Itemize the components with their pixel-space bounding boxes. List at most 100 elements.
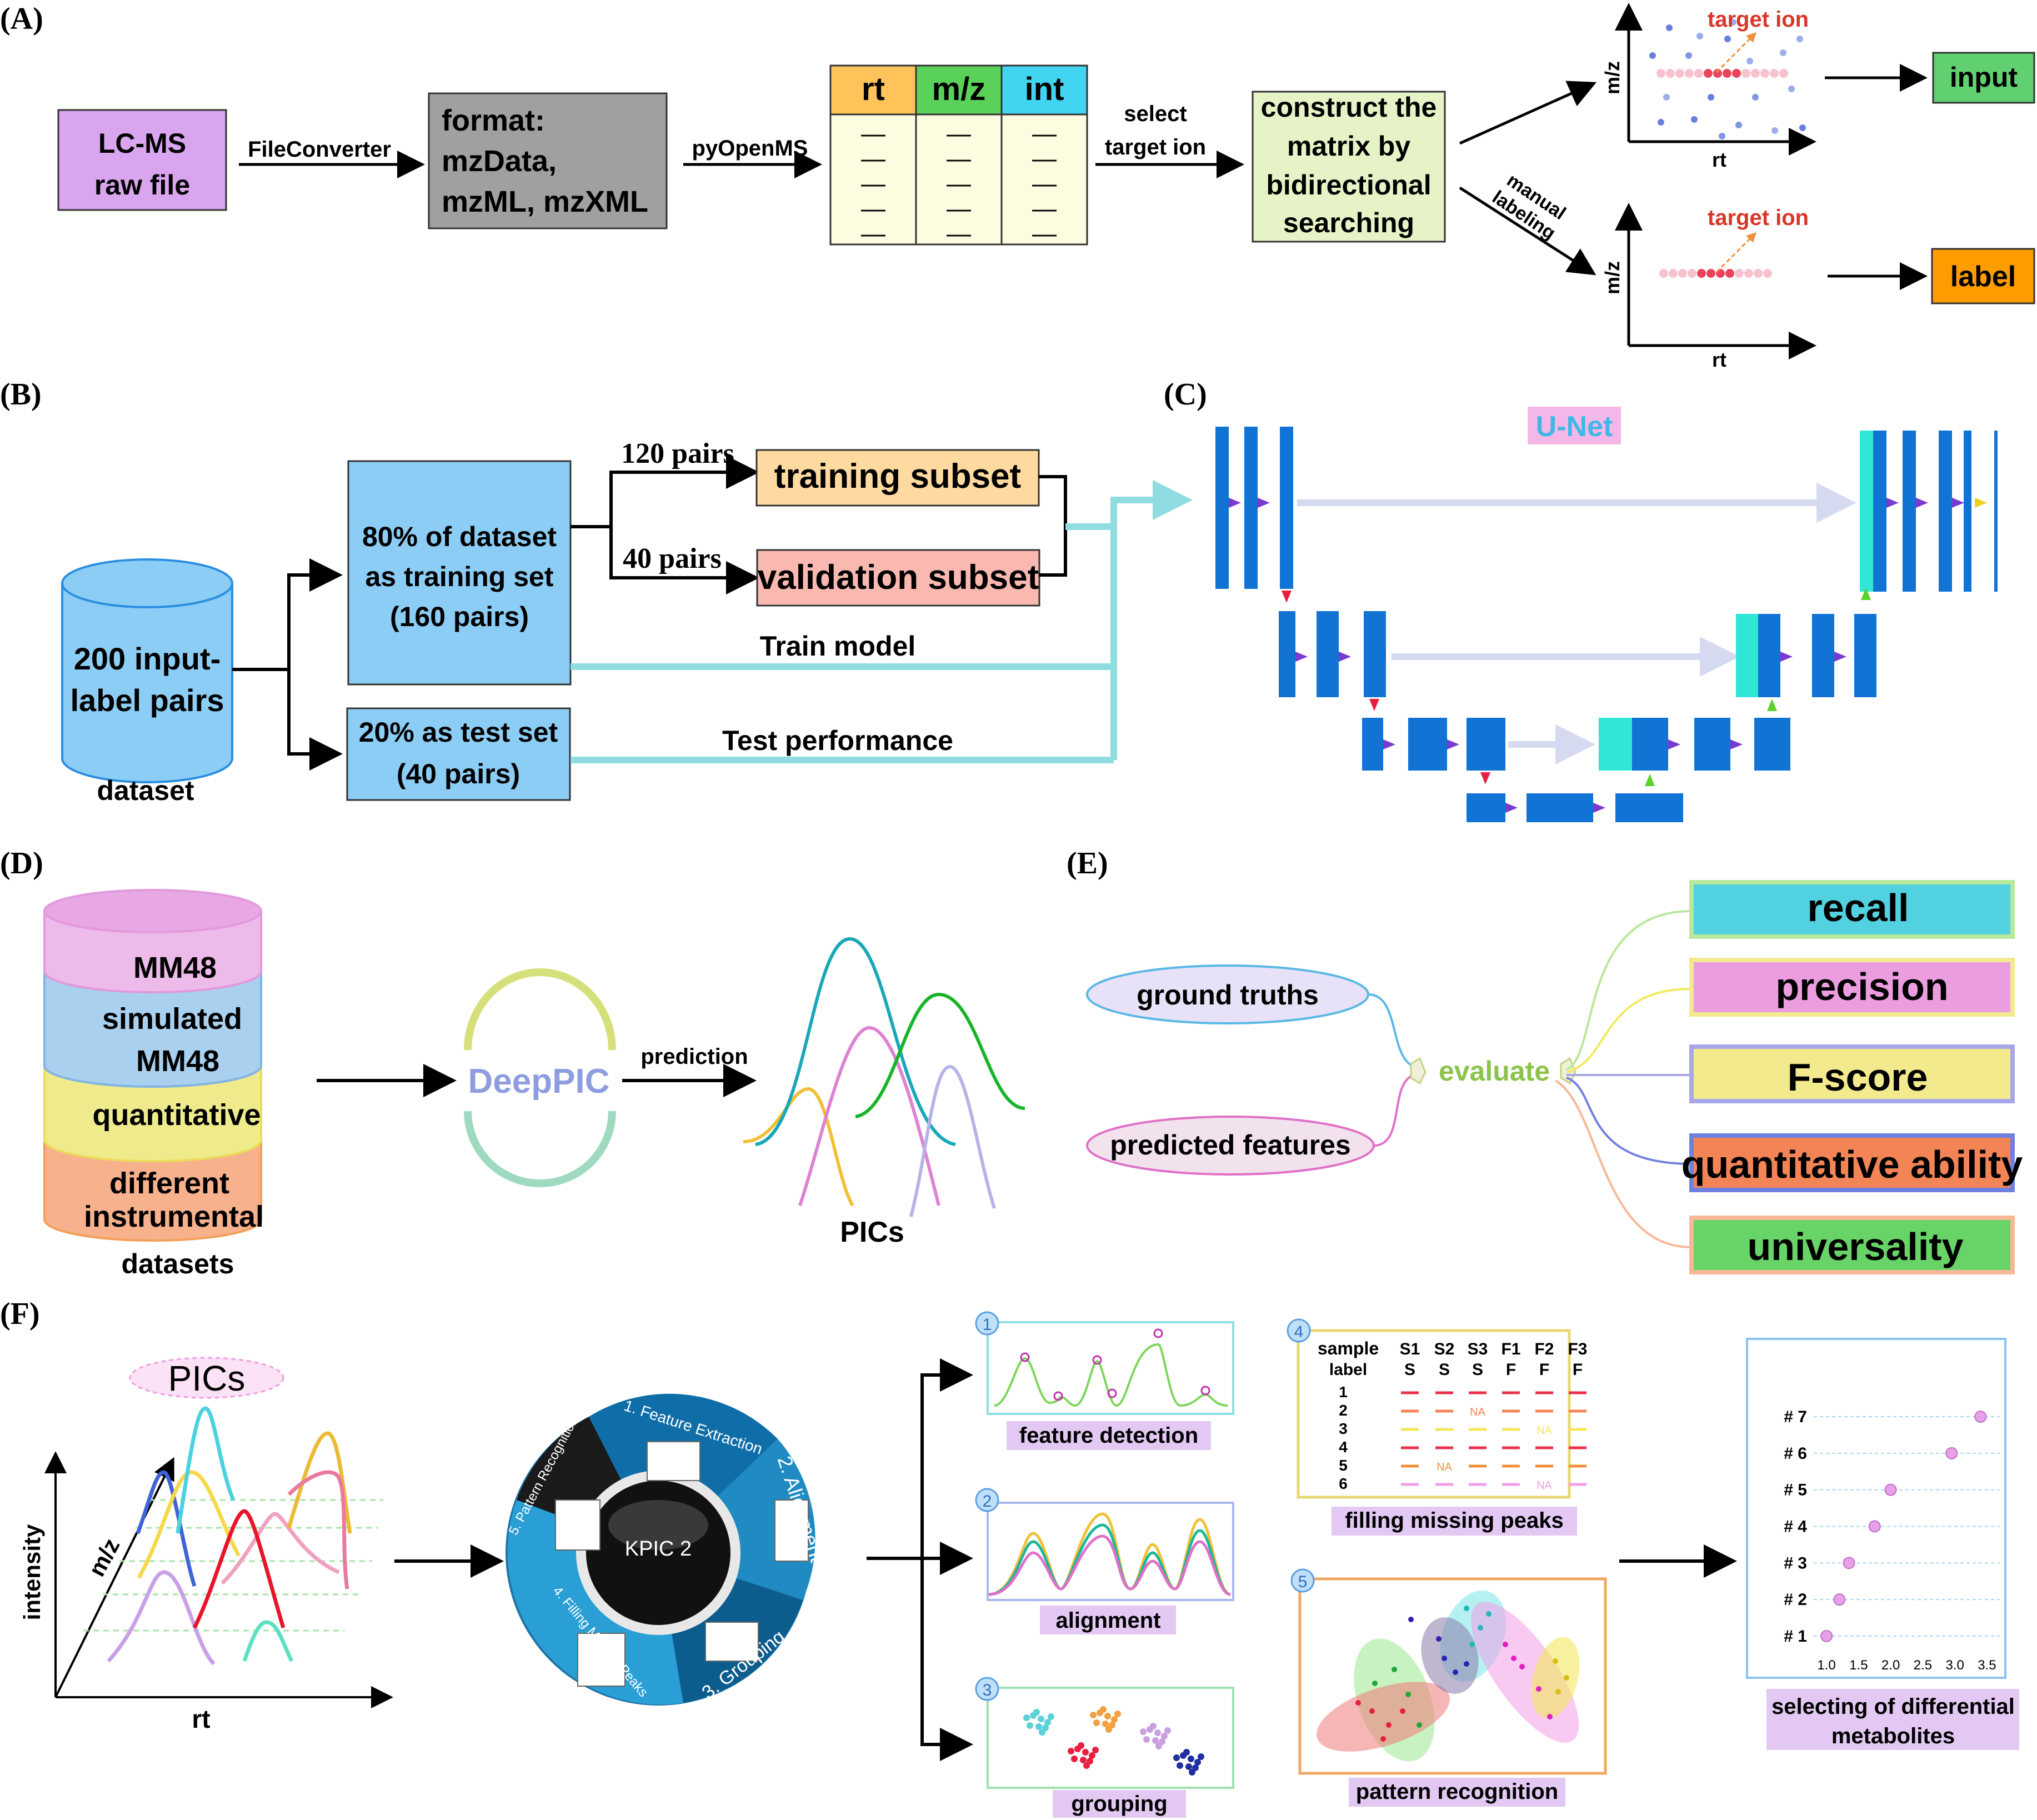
split-arrow-test bbox=[287, 669, 343, 771]
unet-up-arrow bbox=[1645, 774, 1655, 786]
step-number-3: 3 bbox=[983, 1681, 992, 1699]
cluster-dot bbox=[1082, 1749, 1089, 1756]
arrow-to-input-plot bbox=[1459, 81, 1597, 145]
label-box bbox=[1931, 248, 2035, 304]
chart-point bbox=[1884, 1483, 1897, 1496]
table-dash: — bbox=[1032, 220, 1057, 247]
pairs-40: 40 pairs bbox=[623, 543, 722, 574]
test-performance-label: Test performance bbox=[722, 725, 953, 756]
table-header-cell: sample bbox=[1318, 1338, 1379, 1358]
chart-tick-label: 3.5 bbox=[1978, 1658, 1996, 1673]
table-header-cell: F2 bbox=[1534, 1340, 1554, 1358]
chart-category-label: # 5 bbox=[1784, 1481, 1807, 1499]
validation-subset-box bbox=[756, 549, 1040, 607]
unet-conv-arrow bbox=[1730, 739, 1743, 749]
metric-recall: recall bbox=[1808, 886, 1909, 929]
unet-conv-arrow bbox=[1229, 498, 1241, 508]
unet-block bbox=[1903, 431, 1916, 592]
pca-dot bbox=[1564, 1675, 1569, 1681]
test-set-line2: (40 pairs) bbox=[397, 758, 520, 789]
unet-block bbox=[1280, 427, 1293, 589]
cluster-dot bbox=[1100, 1706, 1107, 1713]
table-dash: — bbox=[861, 195, 885, 222]
target-row-dot bbox=[1723, 69, 1731, 78]
target-row-dot bbox=[1704, 69, 1713, 78]
target-row-dot bbox=[1741, 69, 1750, 78]
unet-block bbox=[1244, 427, 1258, 589]
cluster-dot bbox=[1183, 1749, 1190, 1756]
pics-curves bbox=[743, 937, 1025, 1217]
table-header-cell: S bbox=[1404, 1361, 1415, 1379]
unet-architecture bbox=[1215, 427, 1998, 822]
unet-conv-arrow bbox=[1258, 498, 1270, 508]
table-header-cell: S bbox=[1472, 1361, 1483, 1379]
unet-conv-arrow bbox=[1593, 803, 1605, 813]
format-line2: mzData, bbox=[442, 144, 557, 178]
raw-file-line1: LC-MS bbox=[98, 128, 186, 159]
unet-block bbox=[1736, 614, 1758, 697]
unet-block bbox=[1812, 614, 1834, 697]
arrow-to-label-plot bbox=[1459, 186, 1596, 276]
ground-truths-text: ground truths bbox=[1137, 979, 1319, 1011]
metric-universality: universality bbox=[1747, 1225, 1963, 1268]
target-ion-label: target ion bbox=[1708, 206, 1809, 230]
label-row-dot bbox=[1659, 269, 1668, 278]
panel-label-f: (F) bbox=[0, 1297, 40, 1331]
pca-dot bbox=[1511, 1656, 1517, 1661]
pca-dot bbox=[1553, 1658, 1558, 1664]
pca-ellipses bbox=[1317, 1590, 1580, 1762]
step-badge-3 bbox=[975, 1677, 999, 1701]
pca-dot bbox=[1464, 1661, 1469, 1667]
unet-block bbox=[1615, 793, 1683, 822]
step-number-1: 1 bbox=[983, 1316, 992, 1334]
table-dash: — bbox=[861, 220, 885, 247]
input-plot-ylabel: m/z bbox=[1601, 61, 1624, 94]
col-rt: rt bbox=[862, 71, 885, 107]
subset-bracket bbox=[1039, 475, 1067, 577]
unet-title: U-Net bbox=[1536, 411, 1613, 443]
unet-block bbox=[1964, 431, 1971, 592]
cluster-dot bbox=[1039, 1729, 1045, 1736]
stack-simulated: simulated bbox=[102, 1002, 242, 1036]
label-row-dot bbox=[1744, 269, 1753, 278]
connector-predicted bbox=[1373, 1074, 1414, 1147]
training-set-line3: (160 pairs) bbox=[390, 601, 529, 632]
stack-mm48: MM48 bbox=[133, 951, 217, 984]
label-text: label bbox=[1950, 261, 2016, 293]
pca-dot bbox=[1464, 1606, 1469, 1611]
panel-label-a: (A) bbox=[0, 2, 43, 36]
pca-dot bbox=[1355, 1700, 1361, 1706]
pca-dots bbox=[1355, 1606, 1569, 1742]
cluster-dot bbox=[1023, 1714, 1030, 1721]
label-row-dot bbox=[1716, 269, 1725, 278]
scatter-dot bbox=[1771, 127, 1778, 134]
table-header-cell: F bbox=[1539, 1361, 1549, 1379]
connector-ground bbox=[1368, 993, 1414, 1068]
cluster-dot bbox=[1105, 1726, 1112, 1733]
cluster-dot bbox=[1044, 1719, 1051, 1726]
cluster-dot bbox=[1092, 1747, 1099, 1753]
cluster-dot bbox=[1102, 1721, 1109, 1727]
cluster-dot bbox=[1078, 1742, 1084, 1749]
unet-block bbox=[1632, 718, 1668, 771]
table-row-label: 6 bbox=[1339, 1475, 1348, 1492]
chart-point bbox=[1820, 1630, 1833, 1642]
chart-tick-label: 2.0 bbox=[1881, 1658, 1900, 1673]
selection-chart-frame bbox=[1746, 1338, 2006, 1679]
cluster-dot bbox=[1068, 1748, 1074, 1754]
pca-dot bbox=[1442, 1656, 1447, 1661]
metric-quantitative: quantitative ability bbox=[1681, 1143, 2023, 1186]
pics-title-bubble bbox=[129, 1357, 284, 1399]
select-line1: select bbox=[1124, 102, 1187, 126]
pattern-label-bg bbox=[1349, 1778, 1565, 1807]
stack-quantitative: quantitative bbox=[92, 1098, 261, 1132]
input-text: input bbox=[1950, 62, 2018, 93]
unet-block bbox=[1758, 614, 1780, 697]
cluster-dot bbox=[1083, 1762, 1090, 1769]
pca-dot bbox=[1453, 1669, 1458, 1675]
label-row-dot bbox=[1754, 269, 1763, 278]
selection-label-bg bbox=[1766, 1689, 2019, 1750]
train-model-label: Train model bbox=[760, 631, 916, 662]
feature-detection-label: feature detection bbox=[1019, 1423, 1198, 1448]
